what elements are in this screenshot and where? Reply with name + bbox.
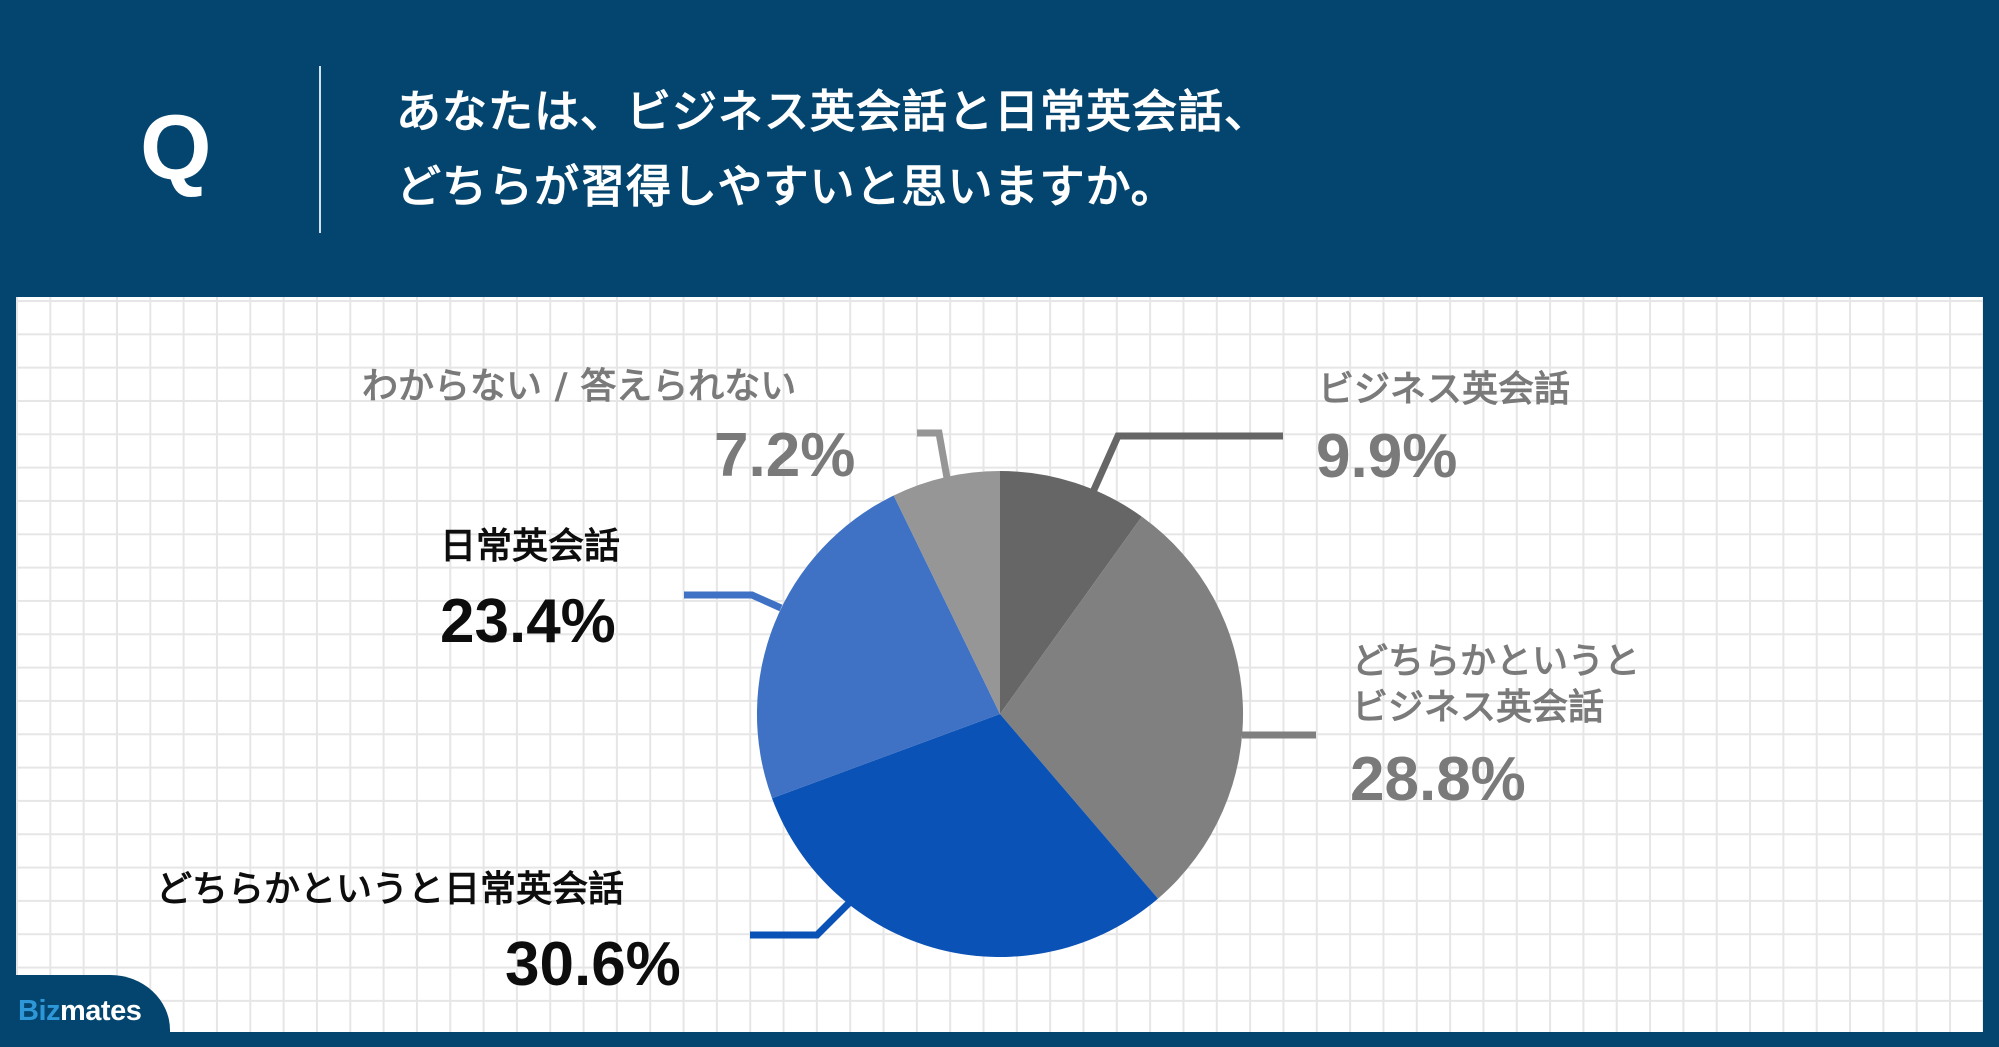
slice-rather-daily <box>772 714 1158 958</box>
leader-daily <box>684 591 783 612</box>
label-daily-category: 日常英会話 <box>440 526 621 567</box>
label-rather-daily-percent: 30.6% <box>505 930 681 999</box>
label-unknown-percent: 7.2% <box>714 421 856 490</box>
label-business-category: ビジネス英会話 <box>1318 369 1571 410</box>
header-divider <box>319 66 321 233</box>
leader-rather-daily <box>750 899 853 939</box>
question-line-1: あなたは、ビジネス英会話と日常英会話、 <box>396 85 1271 138</box>
logo-part-biz: Biz <box>18 995 61 1027</box>
question-header: Q あなたは、ビジネス英会話と日常英会話、 どちらが習得しやすいと思いますか。 <box>0 0 1999 297</box>
question-line-2: どちらが習得しやすいと思いますか。 <box>396 160 1177 213</box>
q-mark: Q <box>140 97 212 199</box>
label-daily-percent: 23.4% <box>440 587 616 656</box>
logo-tab <box>0 975 170 1047</box>
label-rather-daily-category: どちらかというと日常英会話 <box>156 869 625 910</box>
slice-daily <box>756 495 1000 799</box>
leader-business <box>1089 432 1283 494</box>
label-rather-business-line-2: ビジネス英会話 <box>1352 687 1605 728</box>
chart-panel <box>16 297 1983 1032</box>
slice-business <box>1000 470 1142 714</box>
logo-part-mates: mates <box>60 995 142 1027</box>
slice-rather-business <box>1000 516 1244 899</box>
question-text: あなたは、ビジネス英会話と日常英会話、 どちらが習得しやすいと思いますか。 <box>396 74 1270 224</box>
bizmates-logo: Bizmates <box>18 995 142 1028</box>
slice-unknown <box>893 471 1000 714</box>
label-rather-business-percent: 28.8% <box>1350 745 1526 814</box>
pie-chart <box>684 429 1316 958</box>
label-unknown-category: わからない / 答えられない <box>362 366 797 407</box>
leader-unknown <box>917 429 951 479</box>
label-rather-business-line-1: どちらかというと <box>1352 641 1641 682</box>
label-business-percent: 9.9% <box>1316 422 1458 491</box>
